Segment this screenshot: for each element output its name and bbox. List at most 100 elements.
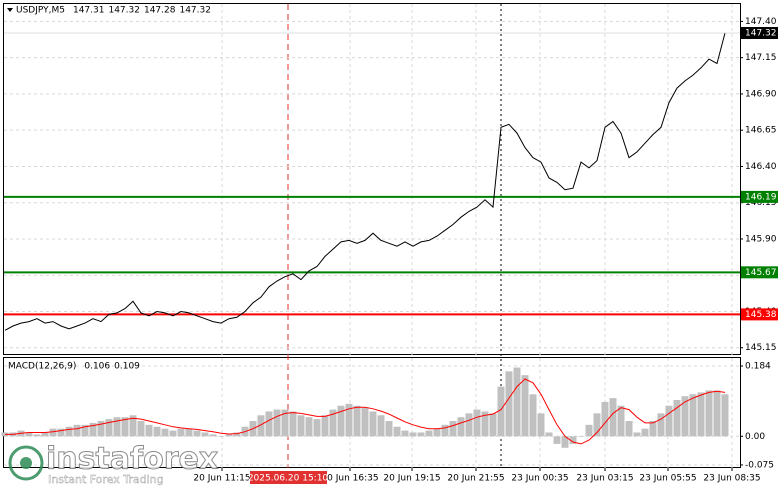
histogram-bar — [137, 421, 145, 437]
header-value: 147.28 — [144, 6, 176, 16]
price-panel-frame — [3, 3, 741, 355]
level-label-bg — [741, 266, 778, 279]
histogram-bar — [265, 411, 273, 437]
y-tick-label: 145.15 — [745, 343, 777, 353]
histogram-bar — [561, 436, 569, 448]
y-tick-label: -0.075 — [745, 460, 774, 470]
macd-panel-frame — [3, 357, 741, 468]
last-price-label: 147.32 — [745, 29, 777, 39]
histogram-bar — [529, 394, 537, 437]
y-tick-label: 147.15 — [745, 53, 777, 63]
histogram-bar — [409, 432, 417, 437]
histogram-bar — [569, 436, 577, 444]
histogram-bar — [489, 413, 497, 437]
histogram-bar — [97, 421, 105, 437]
x-tick-label: 23 Jun 03:15 — [576, 474, 633, 484]
panel-title: USDJPY,M5 — [16, 6, 65, 16]
histogram-bar — [721, 394, 729, 437]
level-label-bg — [741, 308, 778, 321]
histogram-bar — [329, 409, 337, 437]
histogram-bar — [345, 403, 353, 437]
histogram-bar — [257, 415, 265, 437]
histogram-bar — [209, 434, 217, 437]
histogram-bar — [577, 436, 585, 437]
histogram-bar — [113, 417, 121, 437]
histogram-bar — [385, 421, 393, 437]
histogram-bar — [649, 421, 657, 437]
histogram-bar — [425, 430, 433, 437]
histogram-bar — [273, 409, 281, 437]
x-tick-label: 23 Jun 08:35 — [703, 474, 760, 484]
header-value: 147.32 — [108, 6, 140, 16]
histogram-bar — [681, 396, 689, 437]
histogram-bar — [161, 428, 169, 437]
x-tick-label: 20 Jun 16:35 — [321, 474, 378, 484]
histogram-bar — [625, 421, 633, 437]
histogram-bar — [633, 432, 641, 437]
histogram-bar — [521, 375, 529, 437]
y-tick-label: 145.90 — [745, 234, 777, 244]
histogram-bar — [449, 421, 457, 437]
level-label-bg — [741, 190, 778, 203]
histogram-bar — [673, 400, 681, 437]
x-tick-label: 20 Jun 19:15 — [383, 474, 440, 484]
histogram-bar — [465, 413, 473, 437]
histogram-bar — [441, 424, 449, 437]
histogram-bar — [185, 428, 193, 437]
y-tick-label: 146.40 — [745, 162, 777, 172]
header-value: 147.31 — [73, 6, 105, 16]
histogram-bar — [537, 413, 545, 437]
y-tick-label: 0.00 — [745, 432, 765, 442]
histogram-bar — [481, 411, 489, 437]
histogram-bar — [505, 371, 513, 437]
histogram-bar — [401, 430, 409, 437]
histogram-bar — [473, 409, 481, 437]
x-tick-label: 20 Jun 11:15 — [193, 474, 250, 484]
histogram-bar — [337, 405, 345, 437]
histogram-bar — [585, 424, 593, 437]
y-tick-label: 147.40 — [745, 17, 777, 27]
histogram-bar — [689, 394, 697, 437]
y-tick-label: 0.184 — [745, 362, 771, 372]
histogram-bar — [153, 426, 161, 437]
level-label: 145.67 — [745, 268, 777, 278]
histogram-bar — [129, 415, 137, 437]
histogram-bar — [281, 409, 289, 437]
histogram-bar — [705, 390, 713, 437]
histogram-bar — [657, 413, 665, 437]
histogram-bar — [33, 434, 41, 437]
histogram-bar — [225, 434, 233, 437]
histogram-bar — [697, 392, 705, 437]
histogram-bar — [665, 405, 673, 437]
y-tick-label: 146.15 — [745, 198, 777, 208]
histogram-bar — [313, 419, 321, 437]
histogram-bar — [553, 436, 561, 444]
logo-dot — [20, 457, 32, 469]
level-label: 145.38 — [745, 310, 777, 320]
histogram-bar — [177, 428, 185, 437]
histogram-bar — [201, 432, 209, 437]
y-tick-label: 146.90 — [745, 89, 777, 99]
panel-title: MACD(12,26,9) — [8, 362, 76, 372]
histogram-bar — [305, 417, 313, 437]
histogram-bar — [377, 415, 385, 437]
histogram-bar — [641, 428, 649, 437]
header-value: 147.32 — [179, 6, 211, 16]
histogram-bar — [593, 413, 601, 437]
histogram-bar — [65, 426, 73, 437]
histogram-bar — [289, 411, 297, 437]
histogram-bar — [233, 432, 241, 437]
histogram-bar — [193, 430, 201, 437]
histogram-bar — [353, 405, 361, 437]
histogram-bar — [105, 419, 113, 437]
histogram-bar — [369, 411, 377, 437]
histogram-bar — [497, 386, 505, 437]
highlight-label: 2025.06.20 15:10 — [248, 474, 329, 484]
x-tick-label: 23 Jun 00:35 — [511, 474, 568, 484]
last-price-bg — [741, 27, 778, 40]
histogram-bar — [41, 432, 49, 437]
histogram-bar — [609, 398, 617, 437]
